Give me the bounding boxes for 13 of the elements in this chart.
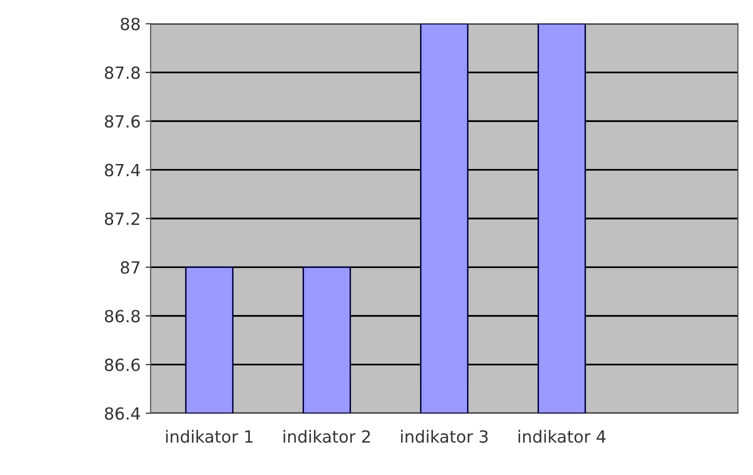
y-tick-label: 88 — [120, 18, 140, 30]
y-tick-label: 87.6 — [104, 115, 140, 128]
y-tick-label: 86.4 — [104, 407, 140, 420]
y-tick-label: 87.8 — [104, 66, 140, 80]
x-tick-label: indikator 4 — [518, 430, 606, 443]
x-tick-label: indikator 3 — [401, 430, 488, 443]
y-tick-label: 87 — [120, 261, 140, 274]
x-tick-label: indikator 2 — [284, 430, 370, 443]
y-tick-label: 86.8 — [104, 310, 140, 322]
y-tick-label: 87.4 — [104, 164, 140, 176]
y-tick-label: 86.6 — [104, 358, 140, 372]
y-tick-label: 87.2 — [104, 212, 140, 226]
x-tick-label: indikator 1 — [166, 430, 253, 443]
